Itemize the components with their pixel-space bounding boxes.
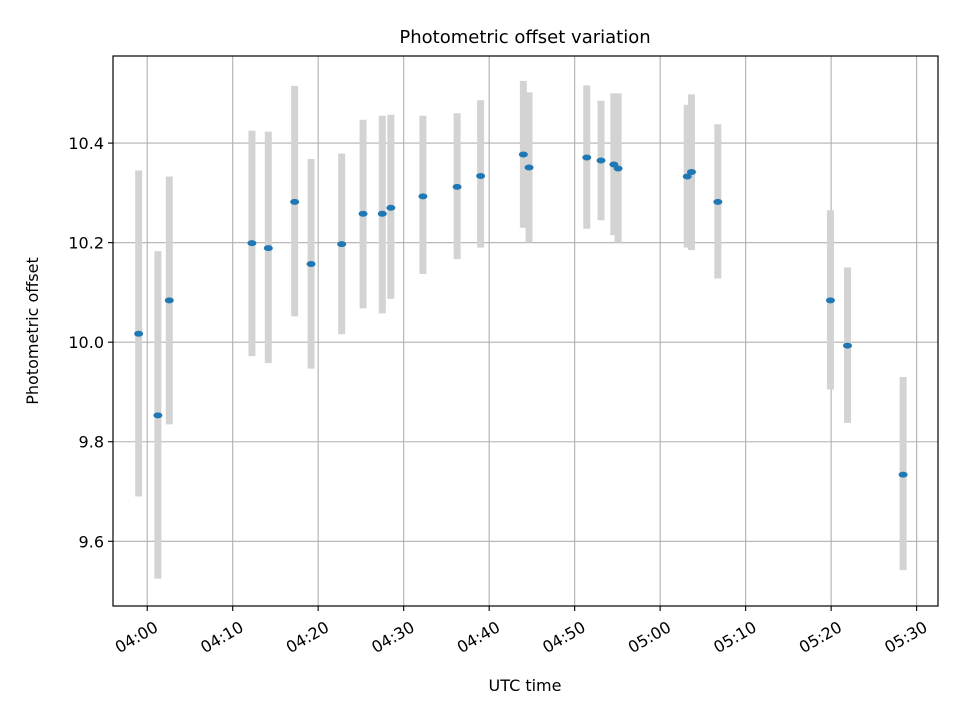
data-point [290, 198, 300, 205]
data-point [596, 157, 606, 164]
data-point [306, 261, 316, 268]
x-axis-label: UTC time [489, 676, 562, 695]
data-point [898, 471, 908, 478]
data-point [386, 204, 396, 211]
data-point [358, 210, 368, 217]
data-point [686, 168, 696, 175]
data-point [524, 164, 534, 171]
data-point [843, 342, 853, 349]
data-point [164, 297, 174, 304]
data-point [713, 198, 723, 205]
data-point [337, 241, 347, 248]
data-point [247, 240, 257, 247]
data-point [263, 245, 273, 252]
data-point [418, 193, 428, 200]
data-point [682, 173, 692, 180]
data-point [452, 183, 462, 190]
data-point [582, 154, 592, 161]
y-tick-label: 10.2 [68, 234, 104, 253]
y-tick-label: 10.0 [68, 333, 104, 352]
y-tick-label: 9.6 [79, 532, 104, 551]
data-point [613, 165, 623, 172]
data-points [134, 151, 908, 478]
data-point [476, 172, 486, 179]
plot-frame [112, 55, 939, 607]
y-axis-label: Photometric offset [23, 257, 42, 405]
y-tick-label: 10.4 [68, 134, 104, 153]
data-point [377, 210, 387, 217]
chart-title: Photometric offset variation [399, 27, 650, 48]
y-tick-label: 9.8 [79, 433, 104, 452]
data-point [134, 330, 144, 337]
y-axis: 9.6 9.8 10.0 10.2 10.4 [68, 134, 113, 551]
data-point [518, 151, 528, 158]
data-point [825, 297, 835, 304]
data-point [153, 412, 163, 419]
